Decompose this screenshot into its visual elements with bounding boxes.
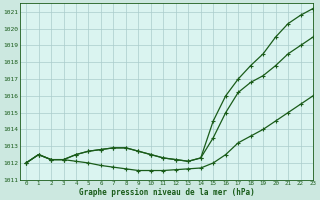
- X-axis label: Graphe pression niveau de la mer (hPa): Graphe pression niveau de la mer (hPa): [79, 188, 254, 197]
